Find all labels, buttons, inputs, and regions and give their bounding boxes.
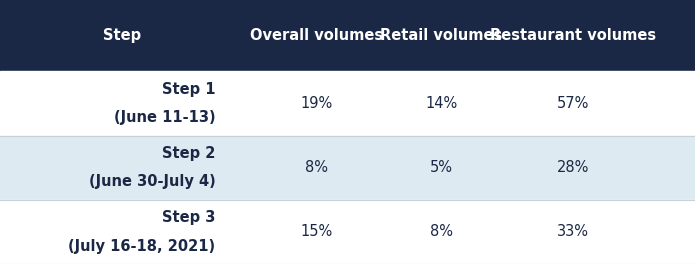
Text: 8%: 8% <box>430 224 453 239</box>
Text: Restaurant volumes: Restaurant volumes <box>490 28 657 43</box>
Text: 15%: 15% <box>300 224 332 239</box>
Text: 28%: 28% <box>557 160 589 175</box>
Text: 5%: 5% <box>430 160 453 175</box>
Text: (July 16-18, 2021): (July 16-18, 2021) <box>68 238 215 253</box>
Text: 14%: 14% <box>425 96 457 111</box>
Text: (June 30-July 4): (June 30-July 4) <box>89 174 215 189</box>
Text: Step 2: Step 2 <box>162 146 215 161</box>
Text: Step: Step <box>104 28 141 43</box>
Bar <box>0 71 695 135</box>
Bar <box>0 135 695 200</box>
Text: (June 11-13): (June 11-13) <box>114 110 215 125</box>
Text: 57%: 57% <box>557 96 589 111</box>
Text: 8%: 8% <box>304 160 328 175</box>
Text: Step 1: Step 1 <box>162 82 215 97</box>
Text: 19%: 19% <box>300 96 332 111</box>
Text: Step 3: Step 3 <box>162 210 215 225</box>
Bar <box>0 0 695 71</box>
Text: Retail volumes: Retail volumes <box>380 28 502 43</box>
Text: Overall volumes: Overall volumes <box>250 28 383 43</box>
Bar <box>0 200 695 264</box>
Text: 33%: 33% <box>557 224 589 239</box>
